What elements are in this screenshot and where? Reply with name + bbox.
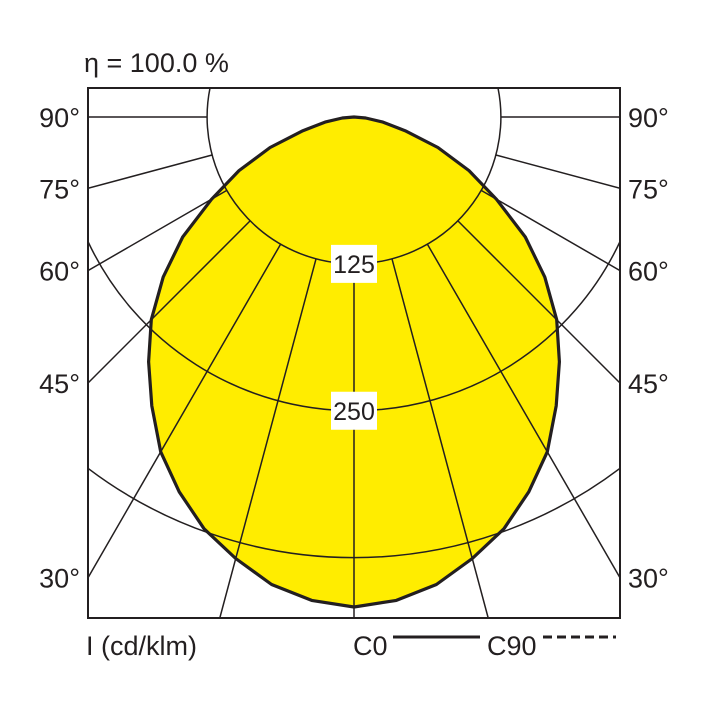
grid-radial-line-45 (457, 220, 620, 384)
grid-radial-line-30 (426, 243, 620, 579)
grid-radial-line-60 (480, 189, 620, 272)
radial-tick-label: 125 (333, 251, 375, 279)
plot-area (88, 88, 620, 618)
chart-frame (87, 87, 621, 619)
axis-labels: 125 250 30° 30° 45° 45° 60° 60° 75° 75° 90° 90° (39, 103, 669, 594)
angle-label-right: 30° (628, 564, 669, 594)
angle-label-right: 90° (628, 103, 669, 133)
angle-label-left: 30° (39, 564, 80, 594)
c0-curve (147, 115, 561, 609)
angle-label-right: 45° (628, 369, 669, 399)
angle-label-left: 60° (39, 257, 80, 287)
radial-tick-label: 250 (333, 398, 375, 426)
radial-label-box (331, 391, 377, 430)
grid-radial-line-30 (88, 243, 282, 579)
unit-label: I (cd/klm) (86, 631, 197, 661)
grid-radial-line-60 (88, 189, 228, 272)
grid-radial-line-45 (88, 220, 251, 384)
chart-title: η = 100.0 % (84, 48, 229, 78)
legend-c90-label: C90 (487, 631, 537, 661)
angle-label-left: 45° (39, 369, 80, 399)
radial-label-box (331, 244, 377, 283)
legend-c0-label: C0 (353, 631, 388, 661)
grid-radial-line-75 (88, 154, 213, 190)
grid-radial-line-75 (495, 154, 620, 190)
angle-label-left: 75° (39, 174, 80, 204)
angle-label-right: 75° (628, 174, 669, 204)
angle-label-left: 90° (39, 103, 80, 133)
angle-label-right: 60° (628, 257, 669, 287)
